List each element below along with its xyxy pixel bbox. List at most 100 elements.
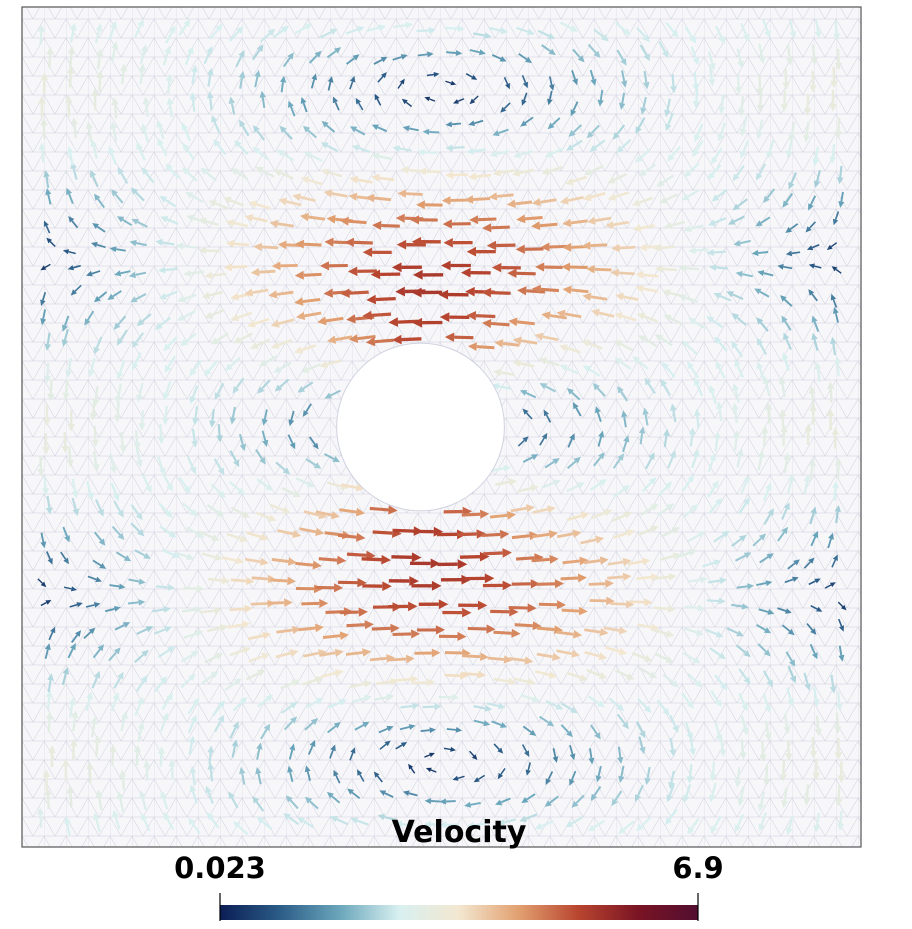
arrow-shaft [531,557,550,563]
arrow-head [532,695,541,703]
arrow-head [190,714,197,723]
arrow-shaft [642,96,647,109]
arrow-shaft [183,632,197,639]
arrow-head [47,673,54,681]
arrow-head [239,443,246,452]
arrow-head [358,607,368,617]
arrow-head [599,556,609,565]
arrow-shaft [255,800,265,812]
arrow-shaft [120,172,129,184]
arrow-shaft [88,128,93,143]
arrow-head [237,487,245,496]
arrow-head [357,578,367,588]
arrow-shaft [357,178,373,184]
arrow-head [246,577,255,585]
arrow-shaft [752,537,762,547]
arrow-head [166,97,174,105]
arrow-shaft [113,500,122,513]
arrow-shaft [211,308,225,317]
arrow-shaft [310,154,323,162]
arrow-head [138,578,146,585]
arrow-shaft [560,576,579,581]
arrow-shaft [597,765,602,777]
arrow-shaft [98,796,103,811]
arrow-head [189,92,197,100]
arrow-shaft [165,290,178,298]
arrow-shaft [213,458,222,470]
arrow-head [816,606,823,612]
arrow-shaft [711,319,723,329]
arrow-head [548,530,558,539]
arrow-shaft [69,53,73,68]
arrow-head [639,746,646,755]
arrow-head [466,311,477,321]
arrow-head [635,126,642,134]
arrow-head [330,744,336,752]
arrow-shaft [536,626,555,632]
arrow-head [372,220,382,230]
arrow-head [494,339,504,348]
arrow-shaft [288,749,294,760]
arrow-shaft [491,54,502,60]
arrow-head [117,167,125,175]
arrow-head [97,508,104,517]
arrow-shaft [808,221,817,229]
arrow-shaft [566,346,581,354]
arrow-shaft [68,73,72,88]
arrow-shaft [339,610,359,615]
arrow-head [192,417,199,426]
arrow-head [738,108,746,117]
arrow-shaft [351,791,361,800]
arrow-shaft [539,715,550,724]
arrow-head [410,215,420,225]
arrow-shaft [653,606,669,611]
arrow-shaft [277,222,294,228]
arrow-shaft [620,342,634,352]
arrow-head [299,212,309,222]
arrow-shaft [346,57,355,65]
arrow-shaft [302,297,321,304]
arrow-shaft [713,815,722,828]
arrow-shaft [513,677,529,683]
arrow-head [301,366,310,373]
arrow-shaft [321,671,337,678]
arrow-head [759,754,767,763]
arrow-head [598,430,605,438]
arrow-head [636,312,646,320]
arrow-head [45,689,53,698]
arrow-head [782,200,789,208]
arrow-head [93,812,100,821]
arrow-shaft [405,101,413,108]
arrow-head [64,535,70,543]
arrow-head [477,670,487,679]
arrow-head [506,199,516,208]
arrow-shaft [416,29,429,33]
arrow-head [621,80,628,88]
arrow-head [757,450,765,458]
arrow-shaft [644,414,649,426]
arrow-shaft [191,772,196,786]
arrow-shaft [837,785,841,799]
arrow-shaft [657,506,669,517]
arrow-head [814,728,822,737]
arrow-shaft [572,175,587,183]
arrow-head [222,576,231,585]
arrow-shaft [308,178,323,186]
arrow-shaft [567,438,573,448]
arrow-head [658,196,668,204]
arrow-shaft [783,90,787,105]
arrow-head [531,454,539,461]
arrow-shaft [257,773,262,785]
arrow-head [191,440,198,448]
arrow-head [172,551,181,558]
arrow-shaft [736,316,747,326]
arrow-head [678,264,686,272]
arrow-shaft [167,80,171,94]
arrow-shaft [443,747,451,751]
arrow-shaft [324,453,335,460]
arrow-head [667,153,675,162]
arrow-shaft [811,244,820,249]
arrow-head [46,237,52,244]
arrow-shaft [732,293,744,301]
arrow-shaft [377,75,384,83]
